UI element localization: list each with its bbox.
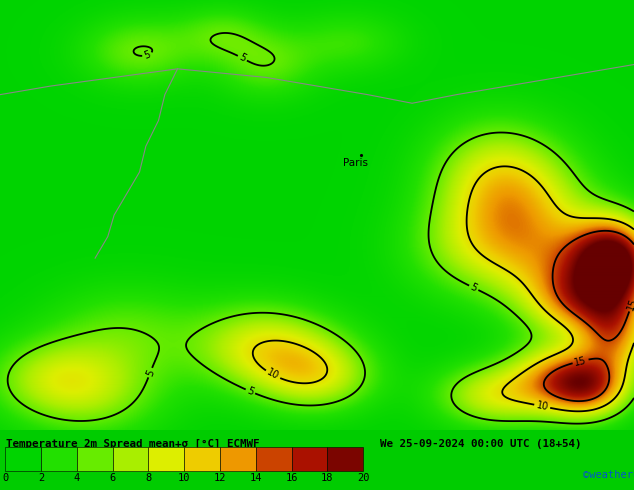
Text: 10: 10 (535, 400, 549, 413)
Text: 5: 5 (245, 386, 256, 397)
Text: 14: 14 (250, 473, 262, 483)
FancyBboxPatch shape (5, 447, 41, 471)
FancyBboxPatch shape (292, 447, 327, 471)
Text: 0: 0 (2, 473, 8, 483)
FancyBboxPatch shape (256, 447, 292, 471)
Text: 5: 5 (237, 52, 247, 64)
Text: 16: 16 (285, 473, 298, 483)
Text: 6: 6 (110, 473, 115, 483)
Text: 18: 18 (321, 473, 333, 483)
Text: 5: 5 (145, 368, 156, 377)
FancyBboxPatch shape (113, 447, 148, 471)
Text: Paris: Paris (342, 158, 368, 169)
Text: 12: 12 (214, 473, 226, 483)
Text: 8: 8 (145, 473, 152, 483)
FancyBboxPatch shape (41, 447, 77, 471)
Text: We 25-09-2024 00:00 UTC (18+54): We 25-09-2024 00:00 UTC (18+54) (380, 439, 582, 449)
Text: 5: 5 (143, 49, 152, 61)
Text: 5: 5 (469, 282, 479, 294)
FancyBboxPatch shape (327, 447, 363, 471)
FancyBboxPatch shape (77, 447, 113, 471)
FancyBboxPatch shape (184, 447, 220, 471)
Text: 2: 2 (38, 473, 44, 483)
Text: 10: 10 (178, 473, 190, 483)
Text: Temperature 2m Spread mean+σ [°C] ECMWF: Temperature 2m Spread mean+σ [°C] ECMWF (6, 439, 260, 449)
Text: 20: 20 (357, 473, 370, 483)
Text: 4: 4 (74, 473, 80, 483)
Text: 15: 15 (625, 296, 634, 311)
Text: ©weatheronline.co.uk: ©weatheronline.co.uk (583, 470, 634, 480)
Text: 10: 10 (265, 368, 281, 382)
FancyBboxPatch shape (148, 447, 184, 471)
Text: 15: 15 (573, 355, 588, 368)
FancyBboxPatch shape (220, 447, 256, 471)
